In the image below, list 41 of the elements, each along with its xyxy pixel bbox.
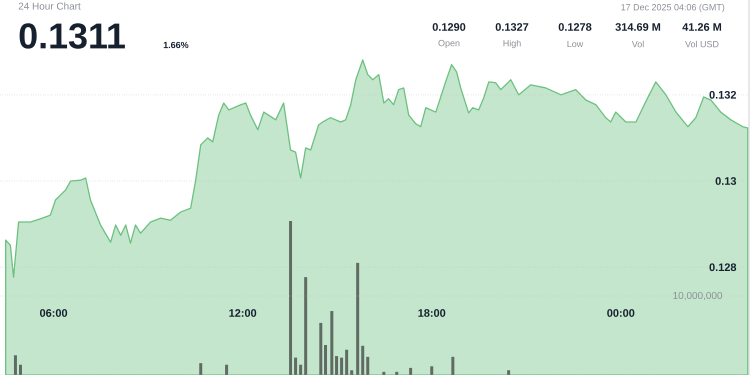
annotation: High — [504, 40, 521, 48]
bar — [507, 370, 510, 375]
annotation: Low — [568, 40, 584, 48]
bar — [350, 370, 354, 375]
x-tick-label: 06:00 — [40, 309, 68, 317]
bar — [225, 364, 228, 375]
chart-title: 24 Hour Chart — [18, 2, 81, 10]
annotation: Vol — [632, 40, 644, 48]
annotation: Vol USD — [685, 40, 719, 48]
x-tick-label: 12:00 — [229, 309, 256, 317]
bar — [289, 221, 292, 375]
y-tick-label: 0.132 — [710, 90, 736, 99]
bar — [340, 358, 344, 375]
bar — [451, 356, 454, 375]
bar — [294, 358, 298, 375]
y2-tick-label: 10,000,000 — [673, 292, 722, 300]
bar — [395, 372, 398, 375]
bar — [366, 356, 370, 375]
y-tick-label: 0.13 — [716, 177, 736, 185]
x-tick-label: 00:00 — [607, 309, 634, 317]
bar — [356, 262, 360, 375]
annotation: 41.26 M — [682, 23, 722, 31]
text: 0.1311 — [20, 23, 125, 49]
bar — [299, 364, 302, 375]
annotation: 0.1327 — [496, 23, 528, 31]
x-tick-label: 18:00 — [418, 309, 446, 317]
annotation: 1.66% — [164, 42, 188, 48]
annotation: 17 Dec 2025 04:06 (GMT) — [621, 4, 724, 12]
annotation: 0.1278 — [558, 23, 592, 31]
annotation: 0.1290 — [432, 23, 466, 31]
bar — [18, 364, 22, 375]
annotation: 314.69 M — [615, 23, 660, 31]
bar — [304, 277, 308, 375]
annotation: Open — [438, 40, 460, 48]
bar — [199, 363, 202, 375]
bar — [14, 355, 17, 375]
bar — [361, 346, 364, 375]
bar — [430, 366, 434, 375]
bar — [345, 350, 348, 375]
y-tick-label: 0.128 — [710, 263, 736, 272]
bar — [409, 368, 412, 375]
